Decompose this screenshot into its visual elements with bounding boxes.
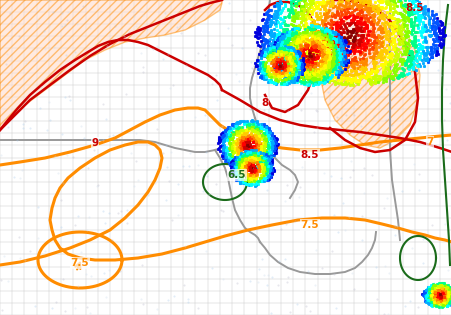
Text: 8.5: 8.5	[300, 150, 318, 160]
Text: 7.5: 7.5	[70, 258, 89, 268]
Text: 7.5: 7.5	[300, 220, 318, 230]
Text: 6.5: 6.5	[227, 170, 246, 180]
Polygon shape	[0, 0, 221, 130]
Polygon shape	[319, 0, 419, 148]
Text: 8: 8	[261, 98, 268, 108]
Text: 9: 9	[91, 138, 98, 148]
Text: 8.5: 8.5	[405, 3, 423, 13]
Text: 7: 7	[425, 137, 433, 147]
